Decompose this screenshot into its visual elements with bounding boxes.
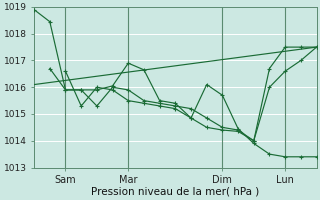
X-axis label: Pression niveau de la mer( hPa ): Pression niveau de la mer( hPa ) — [91, 187, 260, 197]
